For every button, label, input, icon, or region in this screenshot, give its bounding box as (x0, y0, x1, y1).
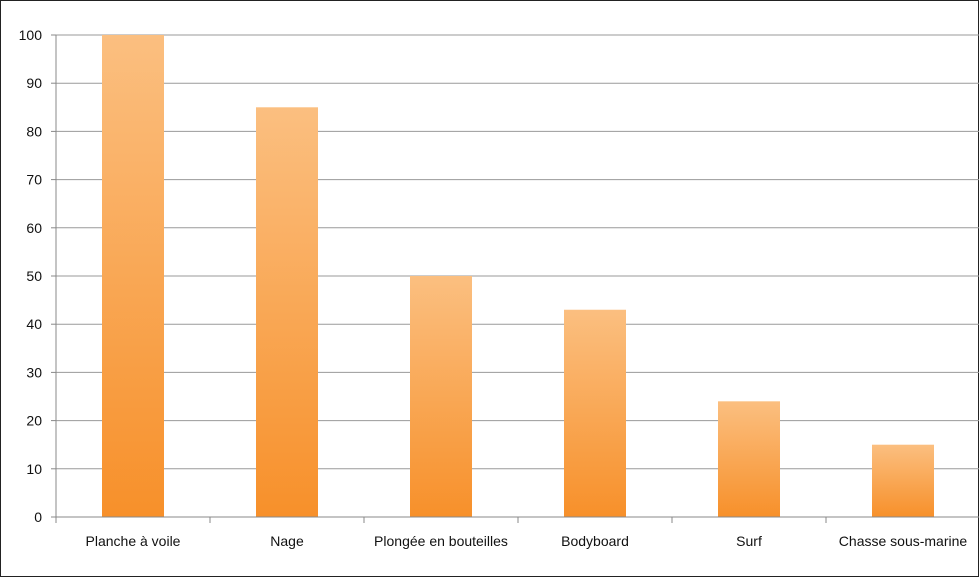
gridlines (56, 34, 979, 470)
bar (410, 276, 472, 517)
y-tick-label: 50 (26, 268, 42, 284)
x-category-label: Surf (736, 533, 762, 549)
x-category-labels: Planche à voile Nage Plongée en bouteilles… (86, 533, 968, 549)
bar (256, 107, 318, 518)
axes (51, 34, 979, 523)
y-tick-label: 70 (26, 172, 42, 188)
bar (102, 35, 164, 517)
y-tick-label: 40 (26, 316, 42, 332)
y-tick-label: 20 (26, 413, 42, 429)
y-tick-label: 10 (26, 461, 42, 477)
y-tick-label: 60 (26, 220, 42, 236)
y-tick-label: 30 (26, 364, 42, 380)
bar (872, 444, 934, 517)
x-category-label: Bodyboard (561, 533, 629, 549)
y-tick-label: 90 (26, 75, 42, 91)
x-category-label: Chasse sous-marine (839, 533, 968, 549)
bar (718, 401, 780, 517)
x-category-label: Plongée en bouteilles (374, 533, 508, 549)
bar (564, 309, 626, 517)
x-category-label: Nage (270, 533, 304, 549)
y-tick-label: 80 (26, 123, 42, 139)
y-tick-label: 100 (19, 27, 43, 43)
bars (102, 35, 934, 518)
y-tick-label: 0 (34, 509, 42, 525)
y-tick-labels: 0 10 20 30 40 50 60 70 80 90 100 (19, 27, 43, 525)
x-category-label: Planche à voile (86, 533, 181, 549)
